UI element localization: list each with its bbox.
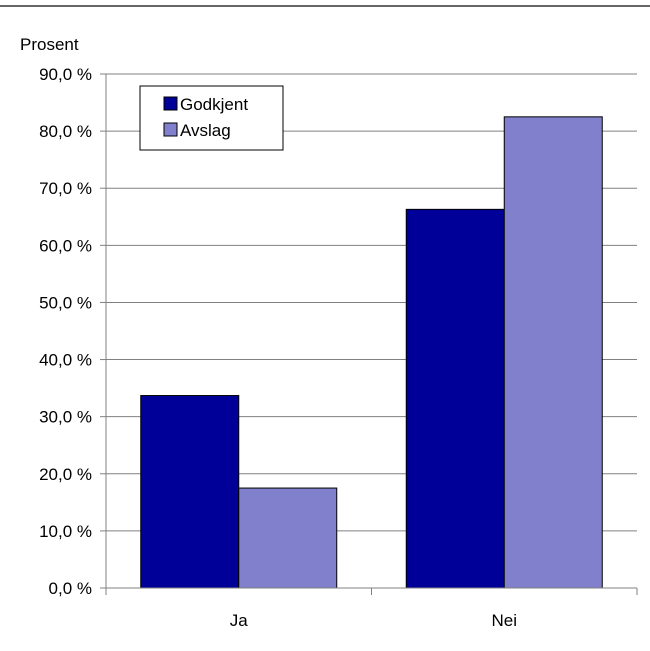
y-tick-label: 20,0 %	[39, 465, 92, 484]
legend: Godkjent Avslag	[139, 85, 284, 151]
legend-label: Godkjent	[180, 95, 248, 114]
y-tick-label: 90,0 %	[39, 65, 92, 84]
bars	[140, 116, 603, 589]
bar	[238, 487, 338, 589]
x-tick-label: Nei	[491, 611, 517, 630]
y-tick-label: 40,0 %	[39, 351, 92, 370]
legend-swatch	[163, 96, 178, 111]
bar	[503, 116, 603, 589]
legend-swatch	[163, 122, 178, 137]
tick-labels: 0,0 % 10,0 % 20,0 % 30,0 % 40,0 % 50,0 % 60,0 …	[39, 65, 517, 630]
y-tick-label: 70,0 %	[39, 179, 92, 198]
y-tick-label: 10,0 %	[39, 522, 92, 541]
y-tick-label: 30,0 %	[39, 408, 92, 427]
bar	[140, 395, 240, 589]
y-tick-label: 60,0 %	[39, 236, 92, 255]
legend-label: Avslag	[180, 121, 231, 140]
y-tick-label: 0,0 %	[49, 579, 92, 598]
bar	[405, 208, 505, 589]
x-tick-label: Ja	[230, 611, 249, 630]
y-tick-label: 50,0 %	[39, 293, 92, 312]
y-axis-title: Prosent	[20, 35, 79, 54]
y-tick-label: 80,0 %	[39, 122, 92, 141]
axes	[100, 73, 638, 595]
